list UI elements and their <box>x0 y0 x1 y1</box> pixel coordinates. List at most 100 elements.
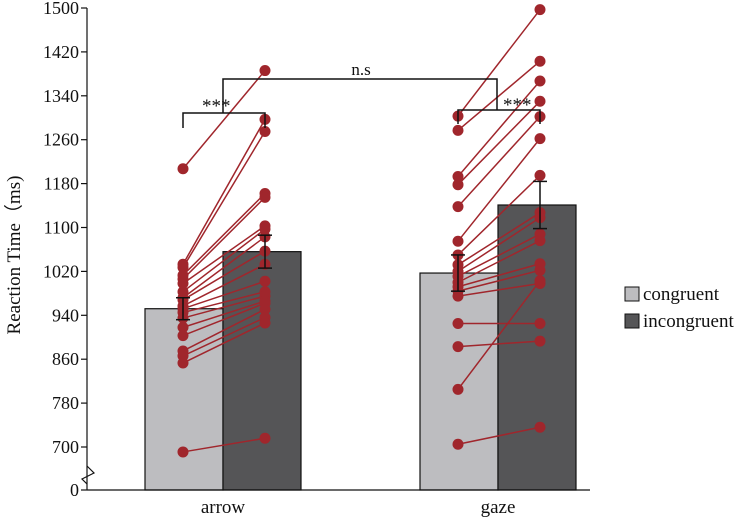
y-tick-label: 1340 <box>43 86 79 106</box>
subject-point-congruent <box>452 290 464 302</box>
y-tick-label: 1180 <box>44 174 79 194</box>
subject-line <box>182 308 266 352</box>
subject-line <box>182 196 266 280</box>
subject-point-incongruent <box>534 275 546 287</box>
y-axis: 0 700 780 860 940 1020 1100 1180 1260 1340 1420 150… <box>43 0 96 500</box>
subject-line <box>457 60 541 131</box>
subject-line <box>182 250 266 301</box>
subject-line <box>457 233 541 278</box>
subject-point-incongruent <box>534 133 546 145</box>
subject-point-congruent <box>452 235 464 247</box>
significance-label-gaze: *** <box>503 95 532 116</box>
subject-point-congruent <box>177 330 189 342</box>
bracket-gaze <box>457 109 541 124</box>
legend: congruent incongruent <box>624 284 734 332</box>
significance-label-between: n.s <box>351 60 370 79</box>
subject-point-incongruent <box>534 95 546 107</box>
subject-point-incongruent <box>534 4 546 16</box>
legend-label-congruent: congruent <box>643 284 720 305</box>
subject-line <box>182 300 266 329</box>
axis-break-mark <box>80 465 96 485</box>
subject-point-incongruent <box>534 55 546 67</box>
significance-brackets: *** *** n.s <box>182 60 541 128</box>
subject-point-congruent <box>177 321 189 333</box>
subject-line <box>457 116 541 208</box>
y-tick-label: 780 <box>52 393 79 413</box>
legend-swatch-congruent <box>624 286 640 302</box>
subject-line <box>182 225 266 285</box>
subject-line <box>182 119 266 265</box>
subject-point-congruent <box>452 318 464 330</box>
subject-line <box>457 269 541 292</box>
subject-point-incongruent <box>259 223 271 235</box>
subject-line <box>457 216 541 273</box>
subject-point-congruent <box>452 383 464 395</box>
subject-line <box>182 192 266 276</box>
subject-point-congruent <box>452 438 464 450</box>
x-axis: arrow gaze <box>87 489 590 518</box>
subject-point-congruent <box>177 262 189 274</box>
subject-line <box>182 70 266 170</box>
subject-point-congruent <box>452 341 464 353</box>
subject-point-congruent <box>177 277 189 289</box>
error-bars <box>176 180 547 321</box>
subject-point-incongruent <box>259 275 271 287</box>
subject-line <box>182 322 266 364</box>
subject-line <box>457 9 541 117</box>
subject-line <box>182 263 266 307</box>
subject-line <box>182 437 266 453</box>
subject-line <box>182 236 266 299</box>
subject-point-incongruent <box>534 75 546 87</box>
subject-point-incongruent <box>534 421 546 433</box>
bracket-arrow <box>182 112 266 128</box>
subject-line <box>182 280 266 310</box>
subject-point-congruent <box>452 124 464 136</box>
y-tick-label: 1420 <box>43 42 79 62</box>
bracket-between-groups <box>222 78 498 113</box>
legend-label-incongruent: incongruent <box>643 311 734 332</box>
subject-point-incongruent <box>259 432 271 444</box>
x-tick-label-gaze: gaze <box>481 497 516 518</box>
subject-point-incongruent <box>259 65 271 77</box>
subject-line <box>457 138 541 242</box>
subject-point-congruent <box>452 170 464 182</box>
subject-point-congruent <box>177 357 189 369</box>
subject-line <box>457 426 541 445</box>
bar-congruent-gaze <box>419 272 499 491</box>
legend-swatch-incongruent <box>624 313 640 329</box>
subject-point-incongruent <box>534 169 546 181</box>
y-tick-label: 1020 <box>43 261 79 281</box>
y-tick-label: 1100 <box>44 218 79 238</box>
subject-line <box>457 340 541 348</box>
y-ticks: 0 700 780 860 940 1020 1100 1180 1260 1340 1420 150… <box>43 0 87 500</box>
subject-point-incongruent <box>259 125 271 137</box>
subject-point-incongruent <box>259 303 271 315</box>
subject-line <box>457 282 541 297</box>
subject-line <box>457 174 541 256</box>
bar-incongruent-gaze <box>497 204 577 491</box>
subject-line <box>182 302 266 337</box>
subject-point-incongruent <box>259 191 271 203</box>
subject-point-incongruent <box>534 335 546 347</box>
y-tick-label: 0 <box>70 480 79 500</box>
y-tick-label: 1260 <box>43 130 79 150</box>
subject-line <box>457 240 541 284</box>
subject-line <box>182 290 266 314</box>
subject-line <box>182 295 266 319</box>
x-tick-label-arrow: arrow <box>201 497 246 518</box>
subject-point-incongruent <box>259 317 271 329</box>
subject-point-congruent <box>177 163 189 175</box>
subject-line <box>182 228 266 293</box>
subject-point-incongruent <box>534 235 546 247</box>
subject-point-congruent <box>177 446 189 458</box>
subject-line <box>182 316 266 357</box>
y-tick-label: 940 <box>52 305 79 325</box>
subject-point-congruent <box>452 179 464 191</box>
subject-line <box>182 131 266 268</box>
subject-point-incongruent <box>534 264 546 276</box>
subject-point-incongruent <box>534 318 546 330</box>
subject-line <box>457 212 541 266</box>
y-tick-label: 1500 <box>43 0 79 18</box>
y-axis-label: Reaction Time（ms) <box>3 176 25 335</box>
